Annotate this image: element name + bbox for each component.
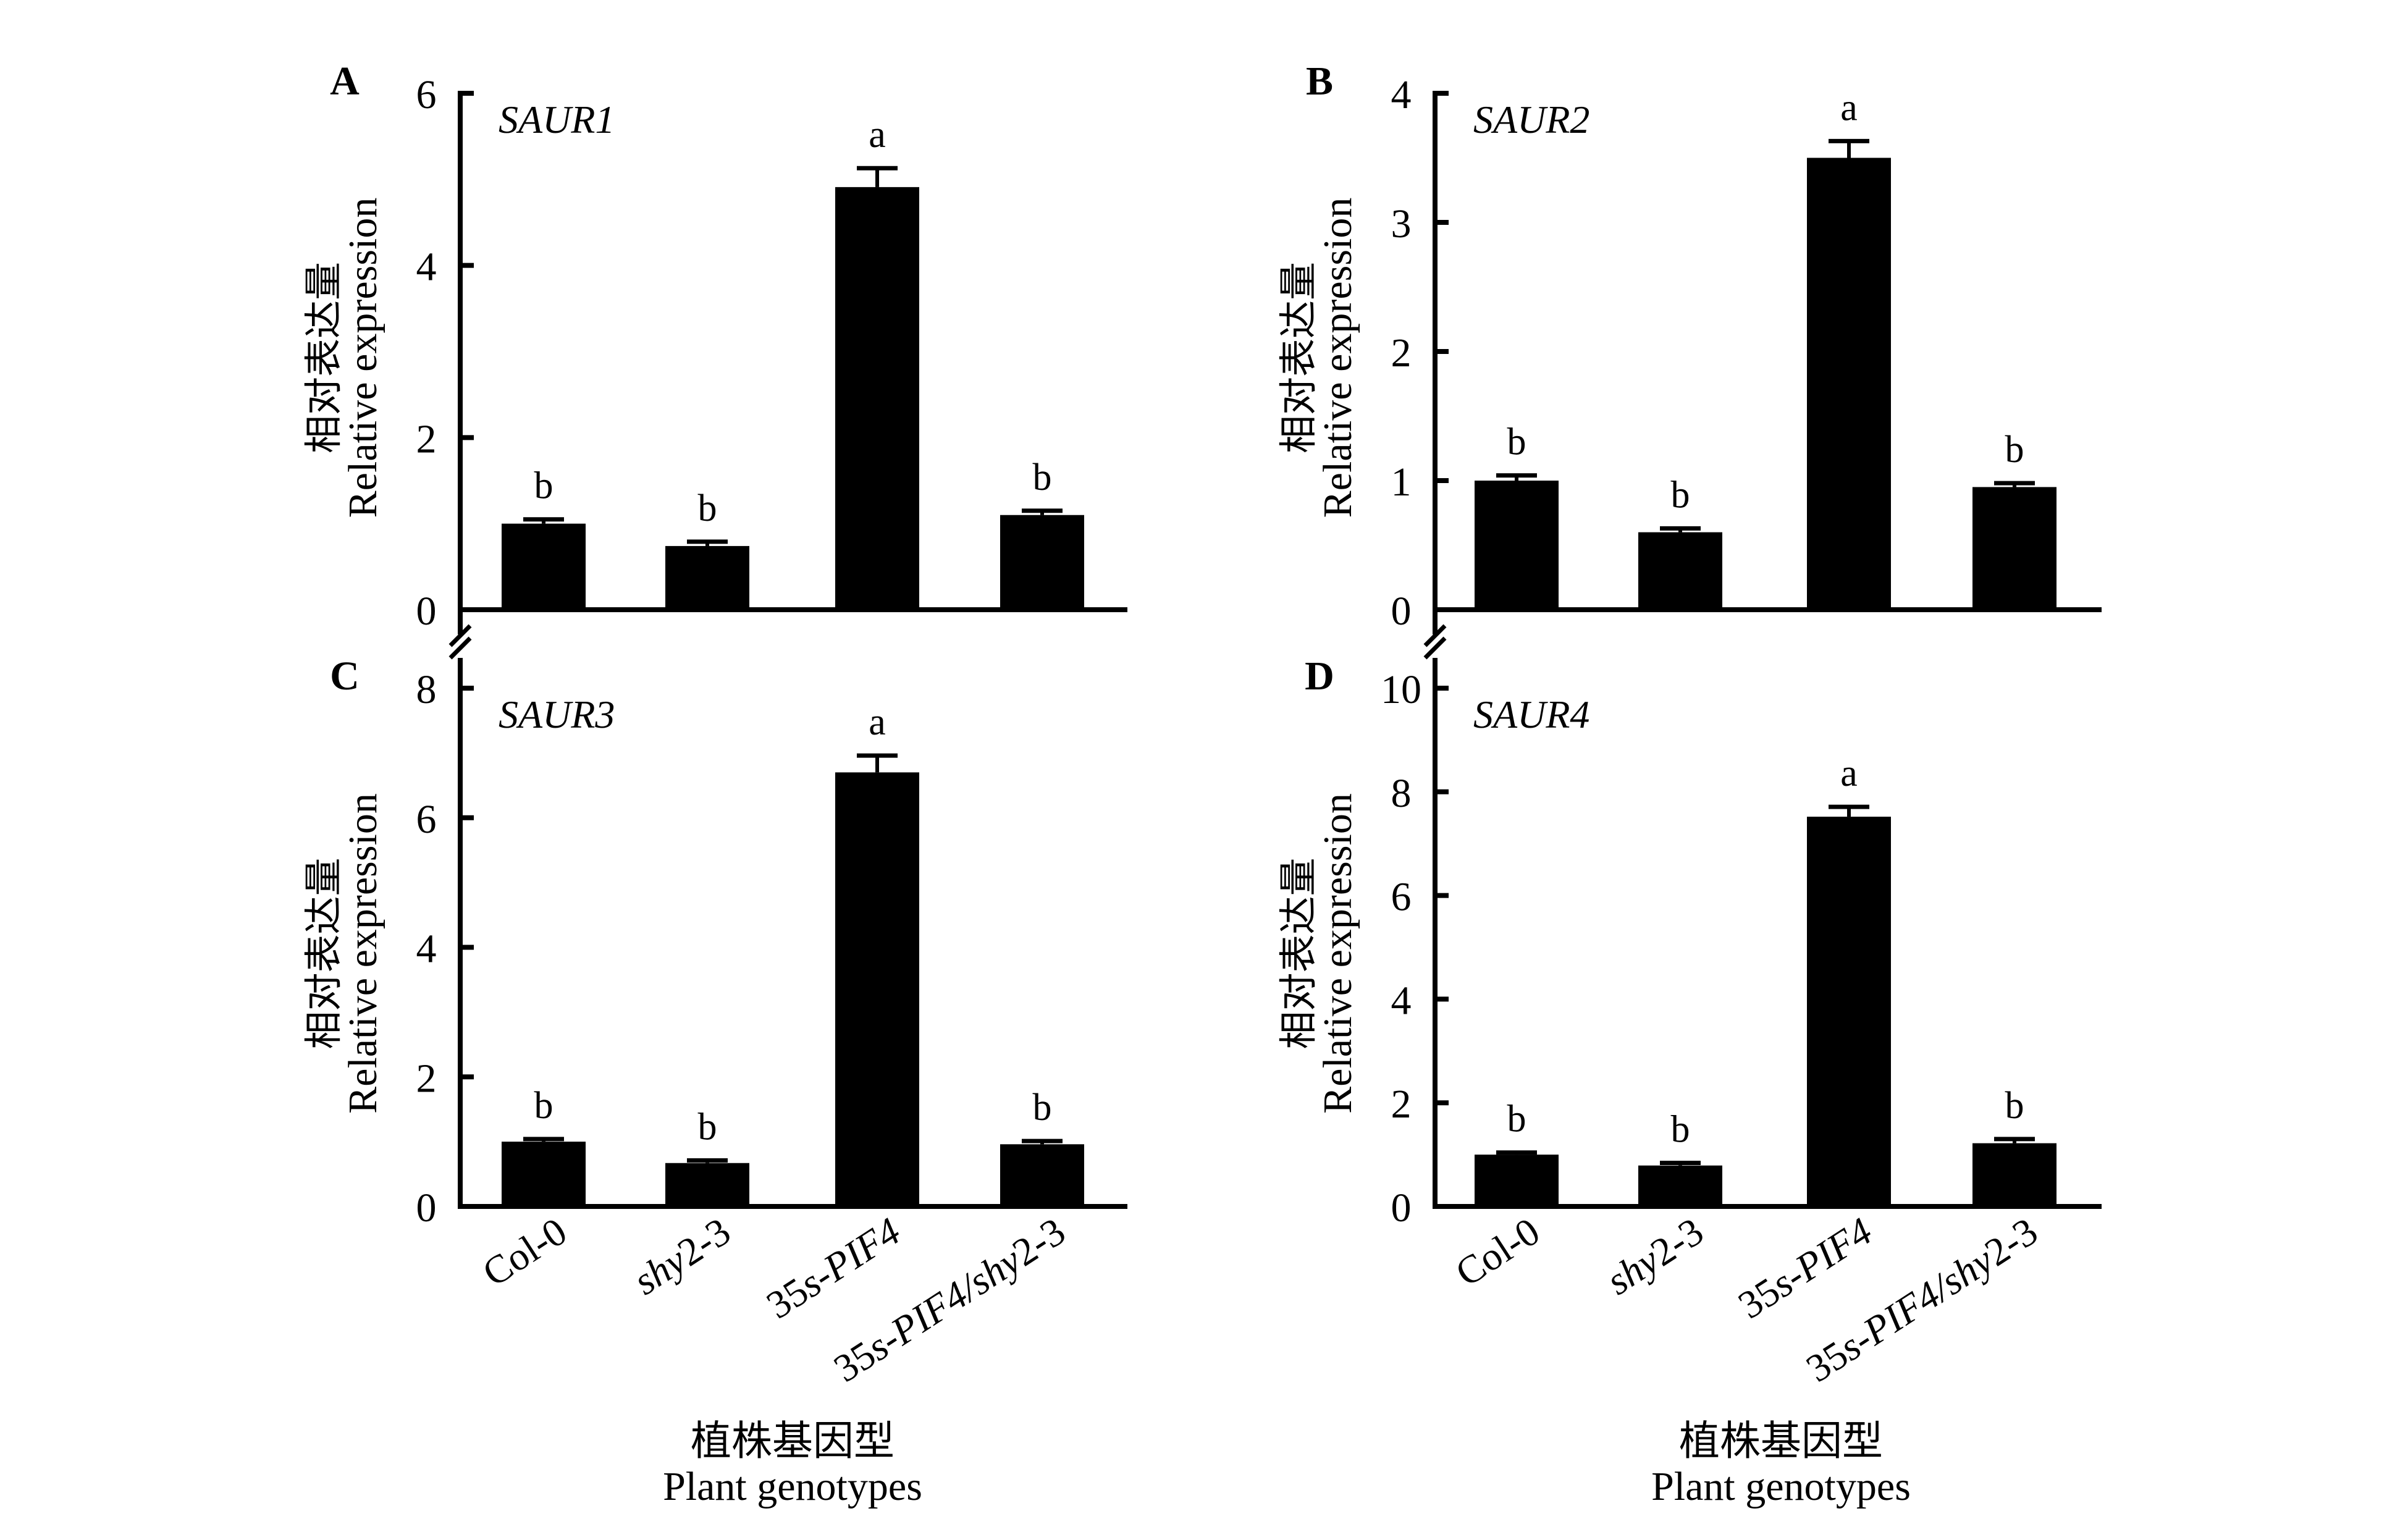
gene-title: SAUR1 [499,98,615,141]
y-tick-label: 3 [1391,201,1412,246]
bar-shy2-3 [1638,532,1722,610]
bar-35s-pif4 [1807,158,1891,610]
significance-letter: b [1033,457,1052,499]
y-tick-label: 4 [1391,72,1412,117]
y-tick-label: 6 [416,797,437,842]
significance-letter: b [1033,1087,1052,1129]
bar-col-0 [1475,481,1559,610]
significance-letter: b [1671,474,1690,516]
y-tick-label: 0 [416,589,437,634]
y-axis-title-cn: 相对表达量 [303,262,345,453]
y-tick-label: 2 [1391,1082,1412,1127]
y-axis-title-en: Relative expression [340,793,385,1114]
bar-35s-pif4-shy2-3 [1000,1144,1084,1206]
significance-letter: b [1507,1098,1526,1140]
y-tick-label: 2 [416,1056,437,1101]
y-tick-label: 2 [416,416,437,461]
y-tick-label: 4 [416,927,437,972]
gene-title: SAUR3 [499,692,615,736]
bar-col-0 [502,523,586,610]
bar-shy2-3 [665,1163,749,1206]
axis-break-mark [1423,636,1447,660]
y-axis-title-en: Relative expression [340,198,385,518]
significance-letter: b [2005,429,2024,471]
panel-letter: D [1305,654,1334,699]
bar-35s-pif4 [835,772,919,1206]
y-tick-label: 1 [1391,460,1412,505]
y-tick-label: 4 [416,245,437,290]
significance-letter: a [1840,752,1858,794]
bar-col-0 [1475,1155,1559,1206]
bar-35s-pif4-shy2-3 [1972,487,2056,610]
significance-letter: a [1840,86,1858,128]
gene-title: SAUR2 [1473,98,1589,141]
y-tick-label: 6 [1391,875,1412,920]
y-axis-title-cn: 相对表达量 [1278,262,1320,453]
gene-title: SAUR4 [1473,692,1589,736]
y-axis-title-cn: 相对表达量 [1278,857,1320,1049]
bar-shy2-3 [1638,1165,1722,1206]
y-axis-title-en: Relative expression [1315,793,1360,1114]
y-tick-label: 4 [1391,978,1412,1023]
significance-letter: b [534,465,554,507]
y-tick-label: 8 [416,667,437,712]
y-tick-label: 8 [1391,771,1412,816]
bar-shy2-3 [665,545,749,610]
y-axis-title-en: Relative expression [1315,198,1360,518]
significance-letter: a [869,701,886,743]
bar-35s-pif4 [1807,817,1891,1206]
axis-break-mark [1423,624,1447,647]
y-tick-label: 0 [416,1185,437,1231]
panel-letter: A [330,59,360,104]
significance-letter: b [698,487,717,529]
y-tick-label: 10 [1381,667,1421,712]
panel-letter: B [1306,59,1333,104]
y-tick-label: 6 [416,72,437,117]
x-axis-title-en-left: Plant genotypes [663,1464,922,1509]
x-axis-title-en-right: Plant genotypes [1651,1464,1911,1509]
y-tick-label: 2 [1391,330,1412,376]
axis-break-mark [448,624,472,647]
bar-35s-pif4-shy2-3 [1000,515,1084,610]
x-axis-title-cn-left: 植株基因型 [691,1419,895,1464]
significance-letter: b [1507,421,1526,463]
y-axis-title-cn: 相对表达量 [303,857,345,1049]
significance-letter: b [534,1085,554,1127]
significance-letter: b [2005,1085,2024,1127]
panel-letter: C [330,654,360,699]
x-axis-title-cn-right: 植株基因型 [1679,1419,1883,1464]
bar-35s-pif4 [835,187,919,610]
y-tick-label: 0 [1391,1185,1412,1231]
bar-col-0 [502,1142,586,1206]
y-tick-label: 0 [1391,589,1412,634]
significance-letter: a [869,114,886,156]
significance-letter: b [1671,1109,1690,1151]
significance-letter: b [698,1106,717,1148]
axis-break-mark [448,636,472,660]
bar-35s-pif4-shy2-3 [1972,1143,2056,1206]
